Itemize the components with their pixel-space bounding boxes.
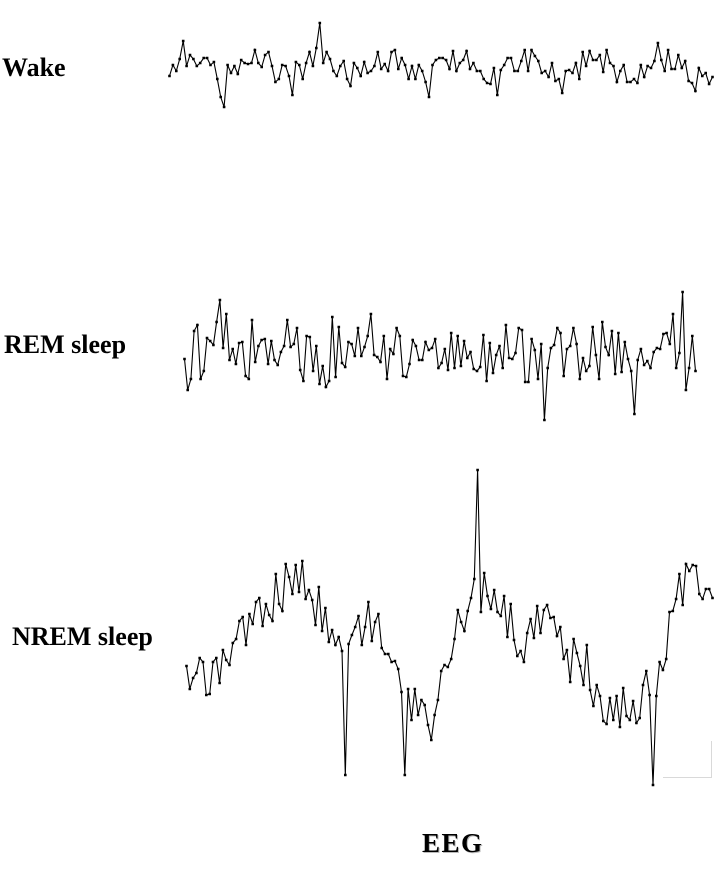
- nrem-sleep-label: NREM sleep: [12, 622, 153, 651]
- nrem-eeg-trace: [185, 468, 714, 787]
- rem-sleep-label: REM sleep: [4, 330, 127, 359]
- artifact-box: [663, 741, 712, 778]
- wake-eeg-trace: [168, 21, 714, 109]
- wake-label: Wake: [2, 53, 66, 82]
- rem-eeg-trace: [183, 290, 697, 422]
- eeg-axis-label: EEG: [422, 828, 484, 858]
